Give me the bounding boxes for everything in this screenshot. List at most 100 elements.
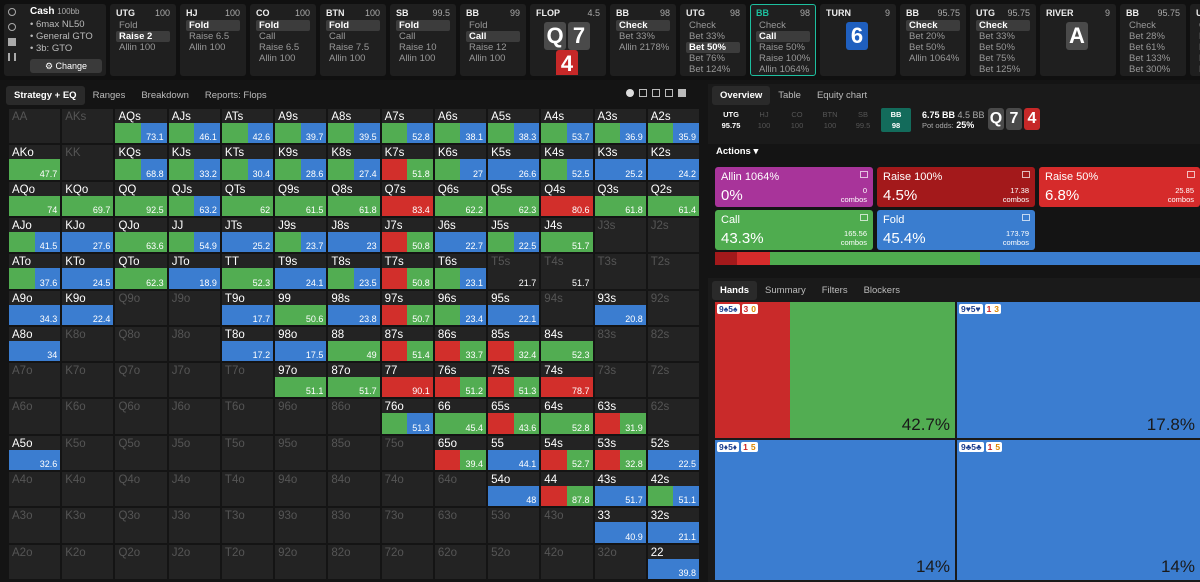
strategy-tab[interactable]: Reports: Flops <box>204 90 267 101</box>
action[interactable]: Raise 10 <box>399 42 437 53</box>
hand-cell[interactable]: 53s 32.8 <box>593 434 647 472</box>
hand-cell[interactable]: Q2o <box>114 543 168 580</box>
hand-cell[interactable]: J6o <box>167 398 221 435</box>
hand-cell[interactable]: Q9s 61.5 <box>274 180 328 217</box>
hand-cell[interactable]: JJ 54.9 <box>167 216 221 254</box>
hand-cell[interactable]: 87s 51.4 <box>380 325 434 363</box>
action[interactable]: Call <box>466 31 520 42</box>
hand-cell[interactable]: T2o <box>220 543 275 580</box>
hand-cell[interactable]: T4s 51.7 <box>540 253 594 290</box>
hands-tab[interactable]: Blockers <box>863 285 901 296</box>
action[interactable]: Check <box>616 20 670 31</box>
action-box[interactable]: Fold 45.4% 173.79 combos <box>877 210 1035 250</box>
hand-cell[interactable]: 64o <box>433 471 488 508</box>
hand-cell[interactable]: K6s 27 <box>433 144 488 181</box>
hand-cell[interactable]: 95o <box>274 434 328 472</box>
hand-cell[interactable]: 42s 51.1 <box>646 471 700 508</box>
hand-cell[interactable]: ATs 42.6 <box>220 108 275 145</box>
action[interactable]: Check <box>689 20 716 31</box>
action[interactable]: Check <box>1196 20 1200 31</box>
strategy-tab[interactable]: Ranges <box>92 90 126 101</box>
hand-cell[interactable]: T8s 23.5 <box>327 253 381 290</box>
action-column[interactable]: BB 95.75 Check Bet 28% Bet 61% Bet 133% Bet 30… <box>1120 4 1186 76</box>
hand-cell[interactable]: 32s 21.1 <box>646 507 700 544</box>
action[interactable]: Bet 125% <box>979 64 1021 75</box>
hand-cell[interactable]: 75s 51.3 <box>487 362 541 399</box>
action[interactable]: Bet 28% <box>1129 31 1165 42</box>
action[interactable]: Fold <box>326 20 380 31</box>
hand-tile[interactable]: 9♦5♦ 1 5 14% <box>715 440 955 580</box>
hand-cell[interactable]: K2o <box>61 543 115 580</box>
hand-cell[interactable]: KQo 69.7 <box>61 180 115 217</box>
hand-cell[interactable]: Q8s 61.8 <box>327 180 381 217</box>
hand-cell[interactable]: Q7s 83.4 <box>380 180 434 217</box>
action[interactable]: Call <box>329 31 346 42</box>
hand-cell[interactable]: K5o <box>61 434 115 472</box>
hand-cell[interactable]: 62s <box>646 398 700 435</box>
hand-cell[interactable]: J9o <box>167 289 221 326</box>
hand-cell[interactable]: QQ 92.5 <box>114 180 168 217</box>
hand-cell[interactable]: K6o <box>61 398 115 435</box>
hand-cell[interactable]: 97o 51.1 <box>274 362 328 399</box>
action[interactable]: Allin 100 <box>259 53 296 64</box>
hand-cell[interactable]: 77 90.1 <box>380 362 434 399</box>
hand-cell[interactable]: 96s 23.4 <box>433 289 488 326</box>
hand-cell[interactable]: 73s <box>593 362 647 399</box>
hand-cell[interactable]: JTo 18.9 <box>167 253 221 290</box>
hand-cell[interactable]: 88 49 <box>327 325 381 363</box>
action[interactable]: Raise 6.5 <box>259 42 300 53</box>
hand-cell[interactable]: AQs 73.1 <box>114 108 168 145</box>
icon[interactable] <box>639 89 647 97</box>
hand-cell[interactable]: ATo 37.6 <box>8 253 62 290</box>
action-column[interactable]: CO 100 Fold Call Raise 6.5 Allin 100 <box>250 4 316 76</box>
action[interactable]: Allin 100 <box>469 53 506 64</box>
hand-cell[interactable]: A7o <box>8 362 62 399</box>
hand-cell[interactable]: 97s 50.7 <box>380 289 434 326</box>
hand-cell[interactable]: K8s 27.4 <box>327 144 381 181</box>
hand-cell[interactable]: 64s 52.8 <box>540 398 594 435</box>
hand-cell[interactable]: Q9o <box>114 289 168 326</box>
hand-cell[interactable]: 76o 51.3 <box>380 398 434 435</box>
hand-cell[interactable]: 98o 17.5 <box>274 325 328 363</box>
action[interactable]: Bet <box>1196 42 1200 53</box>
action-column[interactable]: UTG 100 Fold Raise 2 Allin 100 <box>110 4 176 76</box>
hand-cell[interactable]: J7o <box>167 362 221 399</box>
hand-cell[interactable]: Q2s 61.4 <box>646 180 700 217</box>
hand-cell[interactable]: 54s 52.7 <box>540 434 594 472</box>
hand-cell[interactable]: 87o 51.7 <box>327 362 381 399</box>
hand-cell[interactable]: Q4s 80.6 <box>540 180 594 217</box>
hand-cell[interactable]: J6s 22.7 <box>433 216 488 254</box>
hand-cell[interactable]: Q7o <box>114 362 168 399</box>
hand-cell[interactable]: QJo 63.6 <box>114 216 168 254</box>
action[interactable]: Raise 12 <box>469 42 507 53</box>
hand-cell[interactable]: 52s 22.5 <box>646 434 700 472</box>
hand-cell[interactable]: AKo 47.7 <box>8 144 62 181</box>
hand-cell[interactable]: T7s 50.8 <box>380 253 434 290</box>
hand-cell[interactable]: Q3o <box>114 507 168 544</box>
action[interactable]: Raise 6.5 <box>189 31 230 42</box>
action[interactable]: Check <box>1129 20 1156 31</box>
action[interactable]: Allin 1064% <box>759 64 810 75</box>
hand-cell[interactable]: 73o <box>380 507 434 544</box>
action[interactable]: Allin 100 <box>399 53 436 64</box>
action[interactable]: Bet 33% <box>619 31 655 42</box>
hand-cell[interactable]: 63s 31.9 <box>593 398 647 435</box>
action[interactable]: Bet <box>1196 31 1200 42</box>
hand-cell[interactable]: 74o <box>380 471 434 508</box>
hand-cell[interactable]: AJs 46.1 <box>167 108 221 145</box>
hand-cell[interactable]: A8s 39.5 <box>327 108 381 145</box>
action[interactable]: Bet 124% <box>689 64 731 75</box>
action[interactable]: Allin 100 <box>189 42 226 53</box>
strategy-tab[interactable]: Strategy + EQ <box>6 86 85 105</box>
hand-cell[interactable]: T5o <box>220 434 275 472</box>
hand-cell[interactable]: 95s 22.1 <box>487 289 541 326</box>
hand-cell[interactable]: 72s <box>646 362 700 399</box>
hand-cell[interactable]: KTs 30.4 <box>220 144 275 181</box>
hand-cell[interactable]: QTs 62 <box>220 180 275 217</box>
hand-cell[interactable]: J4o <box>167 471 221 508</box>
hand-cell[interactable]: QJs 63.2 <box>167 180 221 217</box>
hand-cell[interactable]: J9s 23.7 <box>274 216 328 254</box>
hand-cell[interactable]: 43s 51.7 <box>593 471 647 508</box>
hand-cell[interactable]: J4s 51.7 <box>540 216 594 254</box>
